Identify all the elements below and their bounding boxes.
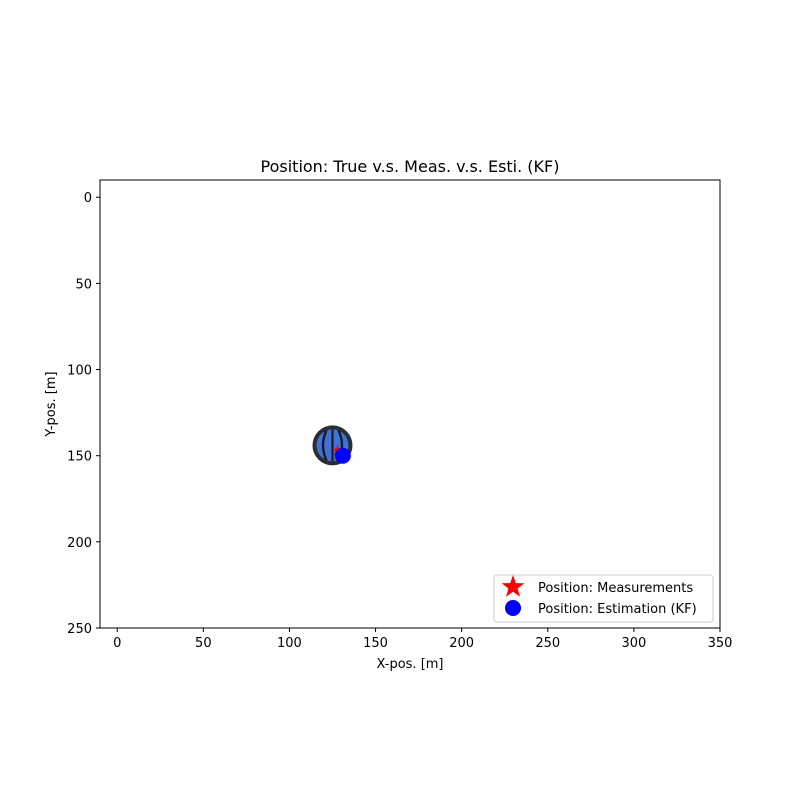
x-tick-label: 350 <box>708 636 733 651</box>
y-axis-label: Y-pos. [m] <box>44 371 59 437</box>
legend-label: Position: Measurements <box>538 581 693 596</box>
estimation-point <box>334 447 351 464</box>
plot-frame <box>99 179 721 629</box>
legend-marker-circle <box>505 600 521 616</box>
y-tick-label: 0 <box>84 191 92 206</box>
y-axis-ticks: 0 50 100 150 200 250 <box>67 191 100 637</box>
x-axis-ticks: 0 50 100 150 200 250 300 350 <box>113 628 732 651</box>
x-axis-label: X-pos. [m] <box>377 657 444 672</box>
x-tick-label: 50 <box>195 636 212 651</box>
x-tick-label: 0 <box>113 636 121 651</box>
basketball-seam <box>321 429 328 461</box>
x-tick-label: 150 <box>363 636 388 651</box>
x-tick-label: 200 <box>449 636 474 651</box>
chart-title: Position: True v.s. Meas. v.s. Esti. (KF… <box>261 157 560 176</box>
plot-marks <box>331 444 351 464</box>
y-tick-label: 250 <box>67 622 92 637</box>
legend: Position: Measurements Position: Estimati… <box>493 574 714 623</box>
y-tick-label: 50 <box>75 277 92 292</box>
legend-marker-star <box>501 575 525 597</box>
y-tick-label: 200 <box>67 536 92 551</box>
y-tick-label: 100 <box>67 364 92 379</box>
legend-label: Position: Estimation (KF) <box>538 602 697 617</box>
x-tick-label: 100 <box>277 636 302 651</box>
y-tick-label: 150 <box>67 450 92 465</box>
legend-box <box>493 574 714 623</box>
x-tick-label: 250 <box>535 636 560 651</box>
x-tick-label: 300 <box>621 636 646 651</box>
